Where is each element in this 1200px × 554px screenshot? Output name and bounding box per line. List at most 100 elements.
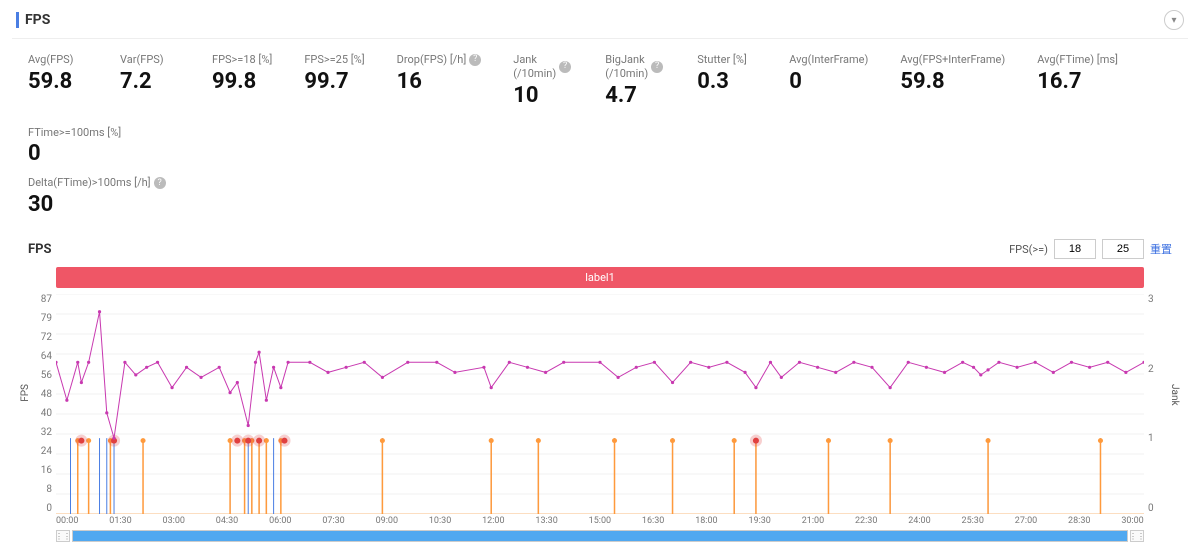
metric: Drop(FPS) [/h]?16	[397, 53, 482, 108]
metric: FTime>=100ms [%]0	[28, 126, 121, 167]
metric-label: Avg(FPS)	[28, 53, 88, 67]
metric-label: FTime>=100ms [%]	[28, 126, 121, 140]
legend-label: label1	[585, 271, 615, 284]
metric-value: 99.8	[212, 69, 272, 94]
metric-value: 99.7	[304, 69, 364, 94]
metric-label: Avg(FTime) [ms]	[1037, 53, 1118, 67]
reset-link[interactable]: 重置	[1150, 241, 1172, 257]
metric: Avg(FPS) 59.8	[28, 53, 88, 108]
y-tick: 40	[41, 408, 52, 419]
chart-area: FPS 8779726456484032241680 3210 Jank	[28, 294, 1172, 514]
chart-plot[interactable]	[56, 294, 1144, 514]
metric-label: FPS>=25 [%]	[304, 53, 364, 67]
panel-header: FPS ▾	[12, 0, 1188, 39]
y-axis-right: 3 2 1 0	[1144, 294, 1172, 514]
x-tick: 25:30	[962, 516, 984, 526]
help-icon[interactable]: ?	[469, 54, 481, 66]
y-tick: 56	[41, 370, 52, 381]
metric-value: 0	[789, 69, 868, 94]
x-tick: 22:30	[855, 516, 877, 526]
y-tick: 72	[41, 332, 52, 343]
y-tick: 48	[41, 389, 52, 400]
x-tick: 00:00	[56, 516, 78, 526]
metric: Avg(FPS+InterFrame)59.8	[900, 53, 1005, 108]
scroll-handle-left[interactable]: ⋮⋮	[56, 530, 70, 542]
metric-label: Var(FPS)	[120, 53, 180, 67]
y-tick: 16	[41, 465, 52, 476]
x-tick: 09:00	[376, 516, 398, 526]
metric-label: Stutter [%]	[697, 53, 757, 67]
metric-value: 16.7	[1037, 69, 1118, 94]
y-tick: 1	[1148, 433, 1154, 444]
metric-label: Drop(FPS) [/h]?	[397, 53, 482, 67]
metric-label: Delta(FTime)>100ms [/h]?	[28, 176, 166, 190]
help-icon[interactable]: ?	[651, 61, 663, 73]
panel-title: FPS	[16, 12, 50, 28]
x-tick: 28:30	[1068, 516, 1090, 526]
metric-value: 10	[513, 83, 573, 108]
time-scrollbar[interactable]: ⋮⋮ ⋮⋮	[56, 530, 1144, 542]
legend-bar[interactable]: label1	[56, 267, 1144, 288]
metric-label: Avg(FPS+InterFrame)	[900, 53, 1005, 67]
scroll-handle-right[interactable]: ⋮⋮	[1130, 530, 1144, 542]
y-tick: 64	[41, 351, 52, 362]
metric-value: 59.8	[28, 69, 88, 94]
help-icon[interactable]: ?	[154, 177, 166, 189]
x-tick: 01:30	[109, 516, 131, 526]
metric-value: 4.7	[605, 83, 665, 108]
x-tick: 12:00	[482, 516, 504, 526]
chart-controls: FPS(>=) 重置	[1009, 239, 1172, 259]
metric-value: 7.2	[120, 69, 180, 94]
x-tick: 15:00	[589, 516, 611, 526]
x-tick: 30:00	[1121, 516, 1143, 526]
x-tick: 07:30	[322, 516, 344, 526]
x-tick: 16:30	[642, 516, 664, 526]
y-axis-left-label: FPS	[20, 384, 31, 402]
x-tick: 06:00	[269, 516, 291, 526]
metric-value: 0.3	[697, 69, 757, 94]
x-tick: 13:30	[535, 516, 557, 526]
fps-panel: FPS ▾ Avg(FPS) 59.8 Var(FPS) 7.2 FPS>=18 [%]…	[12, 0, 1188, 546]
x-tick: 10:30	[429, 516, 451, 526]
x-tick: 21:00	[802, 516, 824, 526]
metric-label: FPS>=18 [%]	[212, 53, 272, 67]
metrics-row-primary: Avg(FPS)59.8Var(FPS)7.2FPS>=18 [%]99.8FP…	[28, 53, 1172, 166]
y-tick: 32	[41, 427, 52, 438]
y-tick: 8	[46, 484, 52, 495]
collapse-button[interactable]: ▾	[1164, 10, 1184, 30]
chart-section: FPS FPS(>=) 重置 label1 FPS 87797264564840…	[12, 231, 1188, 546]
y-tick: 3	[1148, 294, 1154, 305]
y-axis-right-label: Jank	[1169, 384, 1180, 406]
x-tick: 18:00	[695, 516, 717, 526]
metric-value: 30	[28, 192, 166, 217]
metric: Avg(InterFrame) 0	[789, 53, 868, 108]
y-tick: 87	[41, 294, 52, 305]
metric: Stutter [%] 0.3	[697, 53, 757, 108]
y-axis-left: 8779726456484032241680	[28, 294, 56, 514]
metrics-block: Avg(FPS)59.8Var(FPS)7.2FPS>=18 [%]99.8FP…	[12, 39, 1188, 231]
scroll-track[interactable]	[72, 530, 1128, 542]
metric-label: Avg(InterFrame)	[789, 53, 868, 67]
help-icon[interactable]: ?	[559, 61, 571, 73]
x-tick: 27:00	[1015, 516, 1037, 526]
metric: Delta(FTime)>100ms [/h]? 30	[28, 176, 166, 217]
x-axis: 00:00 01:30 03:00 04:30 06:00 07:30 09:00 10:30…	[56, 516, 1144, 526]
fps-threshold-input-2[interactable]	[1102, 239, 1144, 259]
x-tick: 03:00	[163, 516, 185, 526]
metric: Jank(/10min)?10	[513, 53, 573, 108]
y-tick: 2	[1148, 364, 1154, 375]
y-tick: 0	[46, 503, 52, 514]
metric: BigJank(/10min)?4.7	[605, 53, 665, 108]
y-tick: 24	[41, 446, 52, 457]
metric: FPS>=25 [%] 99.7	[304, 53, 364, 108]
metric: FPS>=18 [%] 99.8	[212, 53, 272, 108]
metric-label: Jank(/10min)?	[513, 53, 573, 81]
x-tick: 04:30	[216, 516, 238, 526]
chart-title: FPS	[28, 242, 52, 257]
chart-toolbar: FPS FPS(>=) 重置	[28, 239, 1172, 259]
fps-threshold-input-1[interactable]	[1054, 239, 1096, 259]
chevron-down-icon: ▾	[1171, 15, 1176, 26]
metric-value: 0	[28, 141, 121, 166]
y-tick: 0	[1148, 503, 1154, 514]
metric-label: BigJank(/10min)?	[605, 53, 665, 81]
